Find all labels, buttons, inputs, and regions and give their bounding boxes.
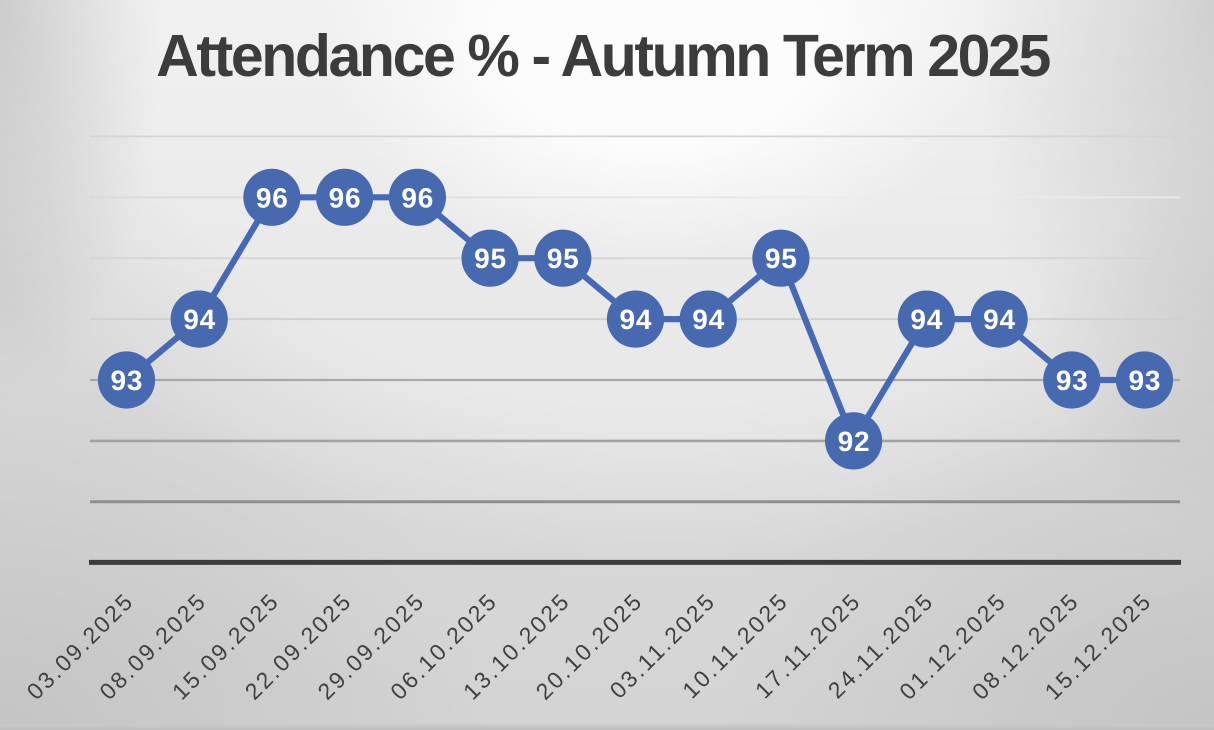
svg-text:94: 94 <box>910 304 943 335</box>
svg-text:95: 95 <box>765 243 798 274</box>
svg-text:95: 95 <box>474 243 507 274</box>
svg-text:94: 94 <box>183 304 216 335</box>
svg-text:96: 96 <box>256 182 289 213</box>
svg-text:93: 93 <box>1056 365 1089 396</box>
svg-text:93: 93 <box>1129 365 1162 396</box>
svg-text:93: 93 <box>111 365 144 396</box>
svg-text:96: 96 <box>329 182 362 213</box>
svg-text:92: 92 <box>838 426 871 457</box>
svg-text:95: 95 <box>547 243 580 274</box>
svg-text:96: 96 <box>401 182 434 213</box>
svg-text:94: 94 <box>620 304 653 335</box>
svg-text:94: 94 <box>983 304 1016 335</box>
svg-text:94: 94 <box>692 304 725 335</box>
